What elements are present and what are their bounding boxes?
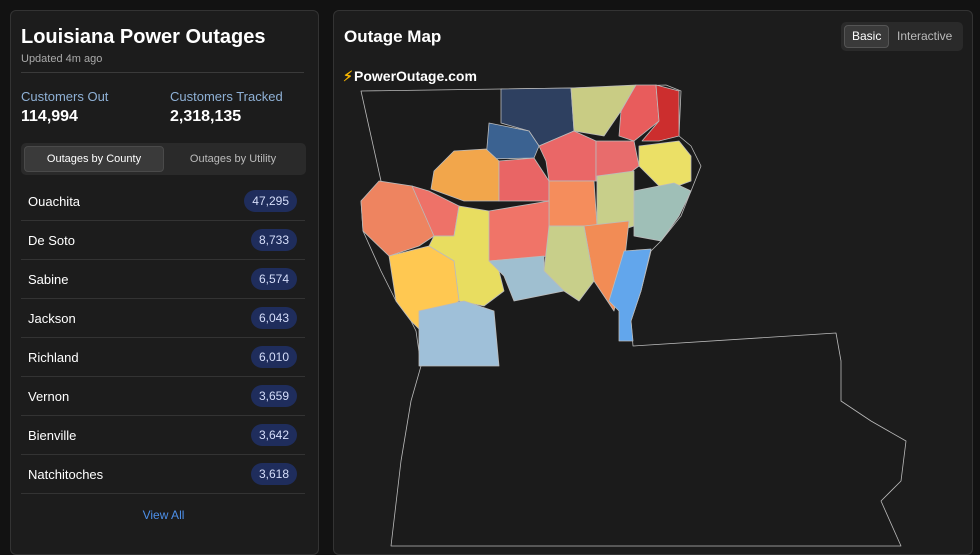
tab[interactable]: Outages by Utility bbox=[189, 153, 277, 165]
updated-text: Updated 4m ago bbox=[21, 53, 103, 65]
stat-label: Customers Out bbox=[21, 89, 109, 104]
outage-count: 8,733 bbox=[250, 229, 297, 251]
bolt-icon: ⚡︎ bbox=[343, 68, 353, 84]
map-brand: ⚡︎ PowerOutage.com bbox=[343, 68, 477, 84]
parish bbox=[641, 84, 680, 142]
outage-count: 3,642 bbox=[250, 424, 297, 446]
parish bbox=[430, 148, 500, 202]
map-mode-toggle: Basic Interactive bbox=[841, 22, 963, 51]
mode-button[interactable]: Interactive bbox=[897, 29, 953, 43]
county-row[interactable]: Jackson 6,043 bbox=[21, 299, 305, 338]
county-name: Vernon bbox=[28, 389, 70, 404]
parish bbox=[488, 200, 550, 262]
divider bbox=[21, 72, 304, 73]
brand-text: PowerOutage.com bbox=[354, 68, 477, 84]
outage-count: 6,010 bbox=[250, 346, 297, 368]
county-row[interactable]: De Soto 8,733 bbox=[21, 221, 305, 260]
outage-count: 47,295 bbox=[244, 190, 297, 212]
mode-button[interactable]: Basic bbox=[844, 25, 890, 48]
county-row[interactable]: Natchitoches 3,618 bbox=[21, 455, 305, 494]
parish bbox=[418, 300, 500, 367]
county-name: Bienville bbox=[28, 428, 77, 443]
stat-label: Customers Tracked bbox=[170, 89, 283, 104]
view-all-link[interactable]: View All bbox=[142, 508, 185, 522]
county-name: Natchitoches bbox=[28, 467, 104, 482]
county-row[interactable]: Ouachita 47,295 bbox=[21, 182, 305, 221]
parish bbox=[633, 182, 692, 242]
parish bbox=[548, 180, 598, 227]
outage-count: 3,618 bbox=[250, 463, 297, 485]
stat-value: 2,318,135 bbox=[170, 108, 242, 125]
county-name: Ouachita bbox=[28, 194, 81, 209]
tab[interactable]: Outages by County bbox=[24, 146, 164, 172]
county-name: Sabine bbox=[28, 272, 69, 287]
map bbox=[360, 84, 907, 547]
parish bbox=[638, 140, 692, 192]
outage-count: 6,043 bbox=[250, 307, 297, 329]
panel-title: Louisiana Power Outages bbox=[21, 26, 266, 48]
county-row[interactable]: Sabine 6,574 bbox=[21, 260, 305, 299]
outage-count: 3,659 bbox=[250, 385, 297, 407]
county-row[interactable]: Vernon 3,659 bbox=[21, 377, 305, 416]
parish bbox=[488, 255, 565, 302]
county-name: Jackson bbox=[28, 311, 76, 326]
map-panel: Outage Map Basic Interactive ⚡︎ PowerOuta… bbox=[333, 10, 973, 555]
stat-value: 114,994 bbox=[21, 108, 78, 125]
outage-panel: Louisiana Power Outages Updated 4m ago C… bbox=[10, 10, 319, 555]
county-row[interactable]: Richland 6,010 bbox=[21, 338, 305, 377]
parish bbox=[608, 248, 652, 342]
map-title: Outage Map bbox=[344, 27, 442, 46]
tab-bar: Outages by County Outages by Utility bbox=[21, 143, 306, 175]
county-name: Richland bbox=[28, 350, 79, 365]
page: Louisiana Power Outages Updated 4m ago C… bbox=[10, 10, 973, 555]
county-row[interactable]: Bienville 3,642 bbox=[21, 416, 305, 455]
county-name: De Soto bbox=[28, 233, 75, 248]
parish bbox=[570, 84, 637, 137]
outage-count: 6,574 bbox=[250, 268, 297, 290]
